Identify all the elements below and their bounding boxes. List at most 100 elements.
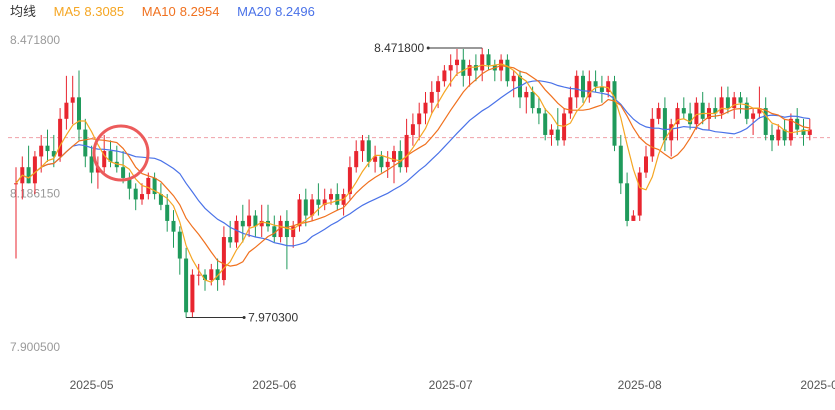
candle bbox=[278, 215, 283, 243]
candle-body bbox=[467, 65, 472, 76]
candle-body bbox=[140, 194, 144, 200]
x-tick-label: 2025-06 bbox=[252, 378, 296, 392]
candle bbox=[681, 97, 686, 119]
candle bbox=[253, 210, 258, 238]
candle bbox=[266, 204, 270, 232]
candle-body bbox=[209, 269, 214, 281]
candle-body bbox=[644, 156, 648, 173]
candle-body bbox=[788, 118, 793, 141]
candle bbox=[341, 188, 346, 216]
candle bbox=[524, 86, 529, 114]
candle-body bbox=[385, 161, 390, 168]
candle bbox=[171, 210, 176, 248]
candle-body bbox=[618, 145, 623, 184]
min-value-label: 7.970300 bbox=[248, 310, 298, 324]
candle bbox=[102, 134, 107, 173]
candle-body bbox=[555, 129, 560, 141]
candle bbox=[763, 97, 768, 141]
candle-body bbox=[335, 194, 340, 205]
candle bbox=[316, 183, 321, 216]
candle bbox=[536, 97, 541, 125]
candle bbox=[272, 215, 277, 243]
candle-body bbox=[599, 86, 604, 92]
candle-body bbox=[694, 102, 699, 125]
candle-body bbox=[165, 204, 170, 221]
candle bbox=[618, 134, 623, 195]
candle bbox=[770, 124, 774, 152]
candle bbox=[581, 70, 585, 103]
candle bbox=[675, 102, 680, 141]
candle bbox=[373, 145, 378, 173]
candle bbox=[568, 86, 573, 119]
candle-body bbox=[568, 97, 573, 114]
candle bbox=[114, 145, 119, 173]
legend-ma5: MA5 8.3085 bbox=[54, 4, 125, 19]
candle-body bbox=[310, 199, 315, 216]
candle bbox=[606, 75, 611, 98]
candle-body bbox=[524, 91, 529, 98]
candles bbox=[14, 48, 812, 318]
candle-body bbox=[14, 183, 18, 185]
candle bbox=[612, 75, 617, 152]
candle-body bbox=[196, 274, 201, 276]
candle-body bbox=[606, 81, 611, 92]
candle-body bbox=[146, 177, 151, 195]
candle bbox=[284, 210, 289, 270]
candle-body bbox=[763, 108, 768, 135]
candle-body bbox=[751, 113, 756, 119]
legend-ma20-value: 8.2496 bbox=[275, 4, 315, 19]
legend-ma10-value: 8.2954 bbox=[179, 4, 220, 19]
candle bbox=[385, 151, 390, 178]
candle bbox=[297, 194, 302, 232]
candle-body bbox=[329, 194, 333, 200]
candle bbox=[751, 108, 756, 135]
candle bbox=[39, 134, 44, 173]
candle-body bbox=[83, 129, 88, 157]
candle-body bbox=[410, 124, 415, 135]
candle-body bbox=[259, 220, 264, 227]
candle bbox=[807, 118, 812, 141]
candle bbox=[221, 226, 226, 286]
candle-body bbox=[322, 199, 327, 205]
moving-average-lines bbox=[15, 63, 810, 283]
y-tick-label: 7.900500 bbox=[10, 340, 60, 354]
candle-body bbox=[593, 81, 598, 87]
candle-body bbox=[247, 215, 252, 227]
candle-body bbox=[669, 124, 674, 141]
legend-ma10-label: MA10 bbox=[141, 4, 176, 19]
candle bbox=[455, 48, 459, 76]
candle-body bbox=[278, 220, 283, 238]
candle bbox=[140, 183, 144, 205]
legend-ma20-label: MA20 bbox=[237, 4, 272, 19]
candle-body bbox=[253, 215, 258, 227]
candle bbox=[511, 70, 516, 98]
candle-body bbox=[45, 145, 50, 152]
candle-body bbox=[770, 134, 774, 141]
candle-body bbox=[354, 151, 359, 168]
candle-body bbox=[234, 220, 239, 243]
candle bbox=[259, 204, 264, 238]
candle bbox=[631, 210, 636, 221]
candle-body bbox=[455, 59, 459, 66]
candle bbox=[177, 226, 182, 275]
candle bbox=[719, 86, 724, 119]
candle-body bbox=[807, 129, 812, 135]
candle-body bbox=[688, 113, 693, 125]
candle-body bbox=[543, 113, 548, 135]
candle bbox=[127, 172, 132, 200]
candle-body bbox=[782, 129, 787, 141]
chart-legend: 均线 MA5 8.3085 MA10 8.2954 MA20 8.2496 bbox=[10, 2, 329, 22]
candle bbox=[505, 54, 510, 87]
candle-body bbox=[536, 108, 541, 114]
candle-body bbox=[272, 226, 277, 238]
candle-body bbox=[486, 54, 491, 66]
candle bbox=[738, 91, 743, 114]
candle bbox=[146, 172, 151, 200]
candle bbox=[70, 75, 75, 125]
candle-body bbox=[58, 118, 63, 157]
candle bbox=[776, 124, 781, 146]
candle-body bbox=[681, 108, 686, 114]
candle bbox=[310, 194, 315, 221]
candle bbox=[354, 140, 359, 173]
candle-body bbox=[347, 167, 352, 195]
